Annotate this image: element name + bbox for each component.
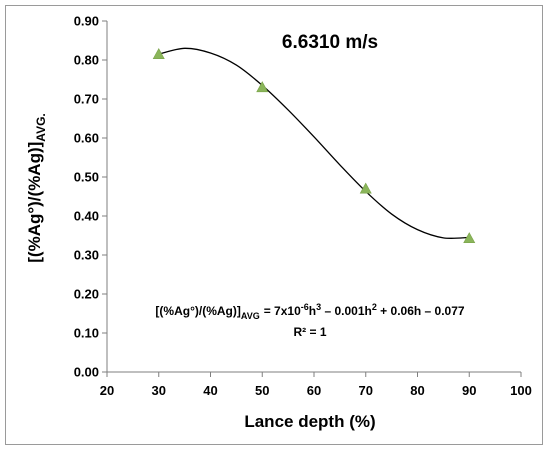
trendline (158, 47, 470, 239)
equation-rest2: – 0.001h (321, 304, 372, 318)
data-points (152, 48, 476, 244)
y-axis-title-main: [(%Ag°)/(%Ag)] (25, 142, 44, 263)
equation-exp1: -6 (301, 302, 309, 312)
y-tick-label: 0.80 (74, 53, 99, 68)
y-tick-label: 0.10 (74, 326, 99, 341)
y-tick-label: 0.30 (74, 248, 99, 263)
r-squared: R² = 1 (293, 325, 326, 339)
x-tick-label: 40 (203, 383, 217, 398)
equation-exp2: 3 (316, 302, 321, 312)
x-tick-label: 100 (510, 383, 532, 398)
equation-rest3: + 0.06h – 0.077 (377, 304, 465, 318)
x-tick-label: 60 (307, 383, 321, 398)
x-tick-label: 80 (410, 383, 424, 398)
data-point (359, 182, 372, 194)
y-axis-title-sub: AVG. (34, 113, 48, 141)
axes: 0.00 0.10 0.20 0.30 0.40 0.50 0.60 0.70 0.80 0.90… (74, 14, 532, 399)
data-point (463, 232, 476, 244)
equation-lhs-sub: AVG (241, 311, 260, 321)
y-tick-label: 0.60 (74, 131, 99, 146)
x-tick-label: 30 (152, 383, 166, 398)
equation-rest1: h (309, 304, 316, 318)
y-tick-label: 0.20 (74, 287, 99, 302)
equation-exp3: 2 (372, 302, 377, 312)
y-tick-label: 0.00 (74, 365, 99, 380)
y-tick-label: 0.70 (74, 92, 99, 107)
equation-rhs: = 7x10 (264, 304, 301, 318)
trendline-group (158, 47, 470, 239)
data-point (256, 81, 269, 93)
x-tick-label: 20 (100, 383, 114, 398)
x-tick-label: 70 (359, 383, 373, 398)
y-tick-label: 0.90 (74, 14, 99, 29)
x-axis-title: Lance depth (%) (244, 412, 375, 431)
data-point (152, 48, 165, 59)
chart-title: 6.6310 m/s (282, 32, 378, 53)
equation-lhs: [(%Ag°)/(%Ag)] (155, 304, 240, 318)
x-tick-label: 50 (255, 383, 269, 398)
y-tick-label: 0.50 (74, 170, 99, 185)
x-tick-label: 90 (462, 383, 476, 398)
y-axis-title: [(%Ag°)/(%Ag)]AVG. (25, 113, 48, 263)
y-tick-label: 0.40 (74, 209, 99, 224)
trend-equation: [(%Ag°)/(%Ag)]AVG = 7x10-6h3 – 0.001h2 + … (155, 302, 464, 321)
